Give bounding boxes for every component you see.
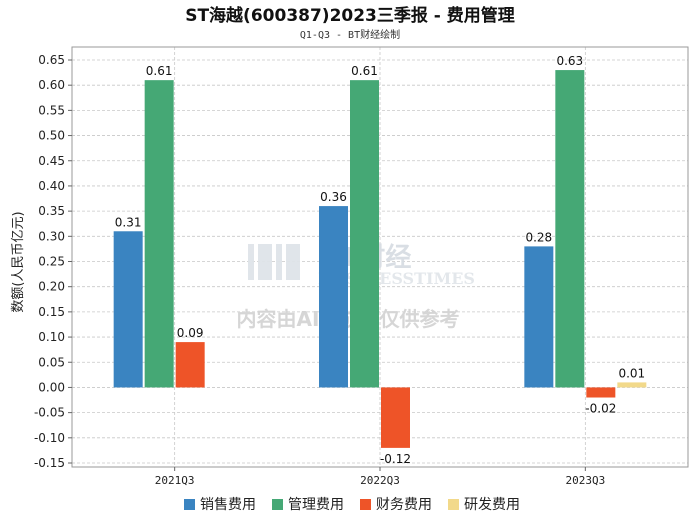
legend-entry: 研发费用 [464,497,520,513]
y-tick-label: 0.45 [38,154,65,168]
y-tick-label: 0.20 [38,280,65,294]
y-tick-label: 0.05 [38,355,65,369]
y-tick-label: 0.60 [38,78,65,92]
y-tick-label: 0.40 [38,179,65,193]
y-tick-label: 0.65 [38,53,65,67]
data-label: 0.61 [146,64,173,78]
data-label: 0.36 [320,190,347,204]
y-tick-label: 0.55 [38,103,65,117]
x-tick-label: 2023Q3 [565,474,605,487]
y-tick-label: 0.10 [38,330,65,344]
bar [144,80,174,388]
data-label: 0.01 [618,366,645,380]
bar [175,342,205,388]
y-tick-label: -0.15 [34,456,65,470]
bar [319,206,348,388]
bar [381,387,410,448]
legend-swatch [360,499,371,510]
y-tick-label: 0.25 [38,255,65,269]
bar [586,387,616,398]
axes: 0.65 0.60 0.55 0.50 0.45 0.40 0.35 0.30 0.25 0.20… [34,46,689,487]
grid [72,47,688,467]
bar [350,80,379,388]
data-label: 0.61 [351,64,378,78]
legend-entry: 财务费用 [376,497,432,513]
watermark-logo-icon [248,244,300,280]
legend-entry: 销售费用 [200,497,256,513]
legend-entry: 管理费用 [288,497,344,513]
bars [113,70,647,448]
y-tick-label: 0.00 [38,380,65,394]
legend-swatch [448,499,459,510]
data-labels: 0.31 0.61 0.09 0.36 0.61 -0.12 0.28 0.63 -0.02 0.… [115,54,645,466]
bar [617,382,647,388]
legend-swatch [272,499,283,510]
y-tick-label: 0.15 [38,305,65,319]
legend-swatch [184,499,195,510]
bar [113,231,143,388]
data-label: 0.63 [556,54,583,68]
y-axis-label: 数额(人民币亿元) [11,211,26,312]
data-label: -0.02 [585,402,616,416]
legend: 销售费用 管理费用 财务费用 研发费用 [184,497,520,513]
bar [524,246,554,388]
data-label: 0.28 [525,230,552,244]
bar [555,70,585,388]
y-tick-label: 0.35 [38,204,65,218]
x-tick-label: 2022Q3 [360,474,400,487]
data-label: -0.12 [380,452,411,466]
y-tick-label: -0.05 [34,406,65,420]
y-tick-label: 0.30 [38,229,65,243]
y-tick-label: 0.50 [38,129,65,143]
chart-title: ST海越(600387)2023三季报 - 费用管理 [185,5,515,26]
data-label: 0.31 [115,215,142,229]
chart-subtitle: Q1-Q3 - BT财经绘制 [300,28,400,41]
data-label: 0.09 [177,326,204,340]
x-tick-label: 2021Q3 [155,474,195,487]
y-tick-label: -0.10 [34,431,65,445]
